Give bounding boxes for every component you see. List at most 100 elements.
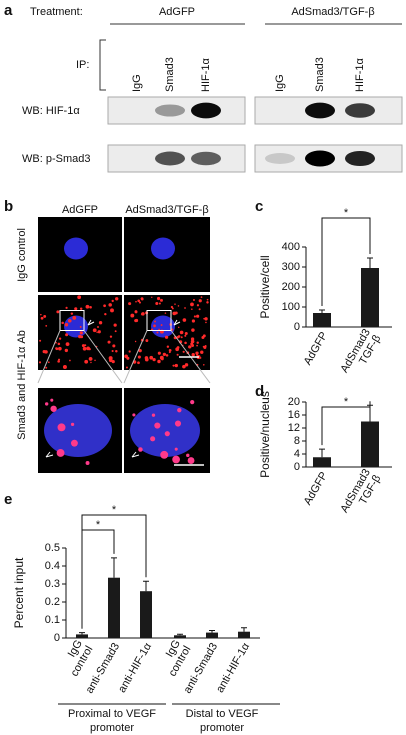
signal-dot (172, 364, 175, 367)
signal-dot (177, 305, 180, 307)
group-header: AdSmad3/TGF-β (291, 6, 374, 18)
signal-dot (191, 319, 195, 323)
signal-dot (40, 313, 42, 316)
signal-dot (62, 364, 67, 369)
signal-dot (44, 402, 49, 406)
signal-dot (156, 331, 159, 334)
signal-dot (201, 336, 205, 340)
signal-dot (198, 299, 202, 303)
bar (206, 632, 218, 638)
y-tick-label: 8 (294, 435, 300, 447)
significance-mark: * (112, 504, 117, 516)
y-tick-label: 0 (294, 461, 300, 473)
signal-dot (184, 332, 188, 336)
signal-dot (160, 450, 169, 459)
signal-dot (156, 296, 161, 301)
ip-label: IP: (76, 59, 89, 71)
signal-dot (58, 337, 62, 340)
nucleus-zoom (130, 404, 200, 457)
signal-dot (94, 359, 96, 362)
arrow (45, 451, 54, 458)
signal-dot (186, 453, 190, 458)
lane-label: Smad3 (164, 57, 176, 92)
zoom-line (123, 330, 148, 384)
signal-dot (171, 307, 174, 310)
signal-dot (160, 298, 163, 302)
y-tick-label: 0.4 (45, 560, 60, 572)
y-axis-label: Positive/nucleus (258, 391, 272, 478)
blot-band (305, 102, 335, 119)
signal-dot (200, 350, 204, 354)
signal-dot (64, 348, 69, 353)
signal-dot (164, 431, 170, 437)
signal-dot (67, 319, 72, 323)
signal-dot (96, 331, 98, 334)
signal-dot (110, 308, 114, 313)
bar (313, 457, 331, 467)
bar (108, 577, 120, 638)
significance-mark: * (344, 396, 349, 408)
signal-dot (177, 326, 180, 329)
signal-dot (65, 306, 68, 309)
x-tick-label: anti-HIF-1α (116, 640, 154, 694)
lane-label: IgG (274, 74, 286, 92)
signal-dot (196, 304, 200, 307)
signal-dot (45, 324, 48, 327)
signal-dot (130, 313, 135, 318)
error-bar (319, 309, 325, 313)
signal-dot (57, 342, 61, 346)
signal-dot (172, 455, 180, 464)
signal-dot (56, 310, 60, 314)
signal-dot (203, 318, 205, 320)
x-tick-label: AdSmad3TGF-β (338, 467, 383, 521)
signal-dot (80, 335, 84, 339)
blot-band (155, 151, 185, 166)
signal-dot (184, 307, 186, 309)
signal-dot (152, 358, 156, 362)
significance-mark: * (96, 519, 101, 531)
blot-band (191, 102, 221, 119)
signal-dot (74, 307, 78, 311)
signal-dot (174, 447, 178, 451)
signal-dot (158, 302, 161, 305)
signal-dot (158, 328, 160, 331)
signal-dot (187, 457, 195, 464)
signal-dot (198, 308, 201, 311)
signal-dot (188, 345, 192, 349)
significance-mark: * (344, 207, 349, 219)
signal-dot (132, 413, 136, 417)
signal-dot (137, 299, 141, 303)
signal-dot (151, 296, 153, 299)
signal-dot (61, 321, 64, 325)
signal-dot (191, 344, 195, 347)
y-tick-label: 0 (54, 632, 60, 644)
signal-dot (45, 366, 48, 369)
signal-dot (200, 296, 203, 298)
ip-bracket (99, 39, 106, 91)
panel-label: a (4, 2, 13, 19)
signal-dot (111, 360, 115, 364)
blot-band (345, 150, 375, 167)
blot-band (305, 150, 335, 167)
signal-dot (206, 298, 209, 301)
signal-dot (195, 353, 198, 356)
signal-dot (108, 303, 112, 307)
y-tick-label: 0.5 (45, 542, 60, 554)
x-tick-label: IgGcontrol (58, 638, 95, 679)
signal-dot (138, 301, 142, 304)
signal-dot (84, 344, 87, 347)
signal-dot (165, 354, 169, 357)
nucleus (64, 237, 88, 260)
signal-dot (182, 364, 186, 369)
signal-dot (103, 304, 106, 308)
signal-dot (174, 420, 182, 427)
signal-dot (174, 303, 176, 305)
signal-dot (196, 341, 199, 344)
signal-dot (155, 301, 159, 306)
group-label: Proximal to VEGF promoter (68, 708, 156, 734)
signal-dot (145, 339, 149, 343)
panel-label: b (4, 198, 13, 215)
signal-dot (168, 351, 171, 354)
signal-dot (88, 357, 93, 361)
x-tick-label: AdGFP (302, 330, 330, 367)
